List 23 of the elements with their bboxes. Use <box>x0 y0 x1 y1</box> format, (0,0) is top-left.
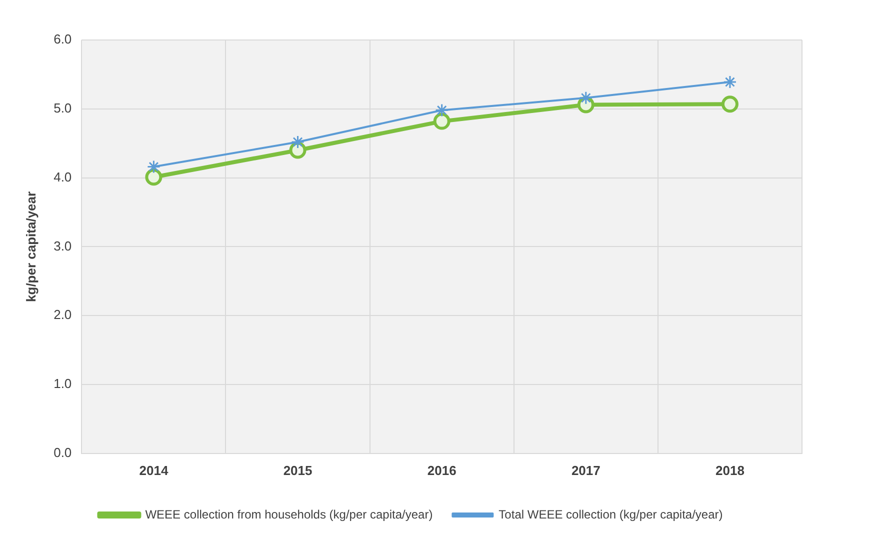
y-tick-label: 0.0 <box>54 444 72 460</box>
point <box>721 96 738 113</box>
y-axis-title: kg/per capita/year <box>23 191 38 302</box>
y-tick-label: 5.0 <box>54 100 72 116</box>
point <box>146 160 160 174</box>
point <box>291 135 305 149</box>
x-tick-label: 2015 <box>283 462 312 478</box>
point <box>433 112 450 130</box>
point <box>579 91 593 105</box>
legend-label: Total WEEE collection (kg/per capita/year) <box>498 507 723 522</box>
legend-label: WEEE collection from households (kg/per capita/year) <box>145 507 433 522</box>
point <box>435 104 449 118</box>
point <box>723 75 737 89</box>
y-tick-label: 4.0 <box>54 169 72 184</box>
y-tick-label: 6.0 <box>54 32 72 47</box>
x-tick-label: 2018 <box>716 462 744 478</box>
x-tick-label: 2017 <box>571 462 600 478</box>
point <box>145 168 162 186</box>
x-tick-label: 2014 <box>139 462 169 478</box>
y-tick-label: 1.0 <box>54 376 72 392</box>
y-tick-label: 2.0 <box>54 307 72 322</box>
y-tick-label: 3.0 <box>54 238 72 254</box>
x-tick-label: 2016 <box>427 462 456 478</box>
